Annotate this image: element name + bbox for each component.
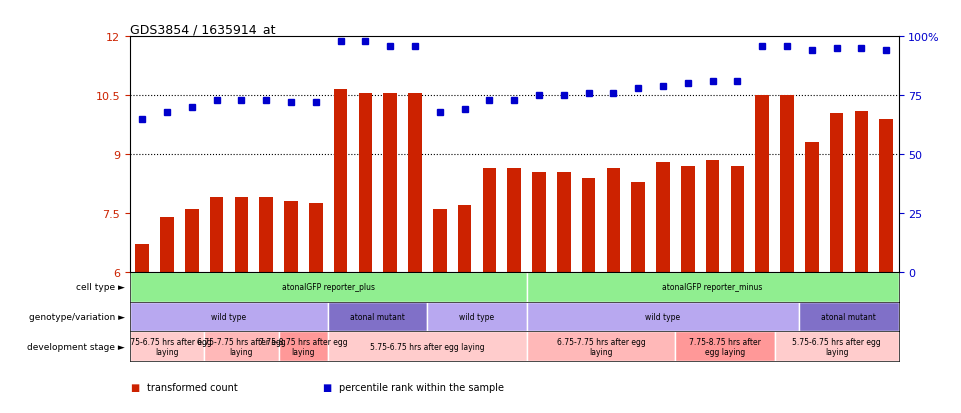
Bar — [279, 332, 328, 361]
Bar — [383, 94, 397, 272]
Bar — [284, 202, 298, 272]
Bar — [204, 332, 279, 361]
Bar — [532, 172, 546, 272]
Bar — [800, 302, 899, 332]
Bar — [775, 332, 899, 361]
Text: 6.75-7.75 hrs after egg
laying: 6.75-7.75 hrs after egg laying — [556, 337, 645, 356]
Bar — [805, 143, 819, 272]
Bar — [705, 161, 720, 272]
Bar — [130, 332, 204, 361]
Text: 6.75-7.75 hrs after egg
laying: 6.75-7.75 hrs after egg laying — [197, 337, 285, 356]
Bar — [209, 198, 223, 272]
Text: 7.75-8.75 hrs after
egg laying: 7.75-8.75 hrs after egg laying — [689, 337, 761, 356]
Bar — [259, 198, 273, 272]
Bar — [557, 172, 571, 272]
Bar — [631, 182, 645, 272]
Text: wild type: wild type — [211, 312, 247, 321]
Text: atonal mutant: atonal mutant — [822, 312, 876, 321]
Bar — [527, 332, 676, 361]
Bar — [234, 198, 248, 272]
Text: atonalGFP reporter_minus: atonalGFP reporter_minus — [662, 282, 763, 292]
Text: wild type: wild type — [459, 312, 495, 321]
Bar — [328, 302, 428, 332]
Bar — [432, 209, 447, 272]
Text: GDS3854 / 1635914_at: GDS3854 / 1635914_at — [130, 23, 275, 36]
Bar — [606, 169, 620, 272]
Bar — [130, 272, 527, 302]
Bar — [676, 332, 775, 361]
Text: cell type ►: cell type ► — [76, 282, 125, 292]
Bar — [328, 332, 527, 361]
Bar — [136, 245, 149, 272]
Bar — [482, 169, 496, 272]
Text: percentile rank within the sample: percentile rank within the sample — [339, 382, 505, 392]
Bar — [130, 302, 328, 332]
Bar — [160, 217, 174, 272]
Text: ■: ■ — [130, 382, 139, 392]
Bar — [681, 166, 695, 272]
Bar — [527, 272, 899, 302]
Text: wild type: wild type — [646, 312, 680, 321]
Bar — [333, 90, 347, 272]
Bar — [581, 178, 596, 272]
Text: ■: ■ — [322, 382, 332, 392]
Bar — [428, 302, 527, 332]
Text: development stage ►: development stage ► — [27, 342, 125, 351]
Text: 5.75-6.75 hrs after egg
laying: 5.75-6.75 hrs after egg laying — [123, 337, 211, 356]
Bar — [829, 114, 844, 272]
Bar — [780, 96, 794, 272]
Bar — [358, 94, 372, 272]
Bar — [879, 119, 893, 272]
Bar — [408, 94, 422, 272]
Text: transformed count: transformed count — [147, 382, 237, 392]
Bar — [854, 112, 868, 272]
Bar — [308, 204, 323, 272]
Bar — [507, 169, 521, 272]
Bar — [730, 166, 744, 272]
Text: atonal mutant: atonal mutant — [351, 312, 406, 321]
Text: 5.75-6.75 hrs after egg
laying: 5.75-6.75 hrs after egg laying — [792, 337, 881, 356]
Bar — [755, 96, 769, 272]
Text: 7.75-8.75 hrs after egg
laying: 7.75-8.75 hrs after egg laying — [259, 337, 348, 356]
Bar — [656, 162, 670, 272]
Bar — [527, 302, 800, 332]
Bar — [185, 209, 199, 272]
Text: genotype/variation ►: genotype/variation ► — [29, 312, 125, 321]
Text: atonalGFP reporter_plus: atonalGFP reporter_plus — [282, 282, 375, 292]
Bar — [457, 206, 471, 272]
Text: 5.75-6.75 hrs after egg laying: 5.75-6.75 hrs after egg laying — [370, 342, 484, 351]
